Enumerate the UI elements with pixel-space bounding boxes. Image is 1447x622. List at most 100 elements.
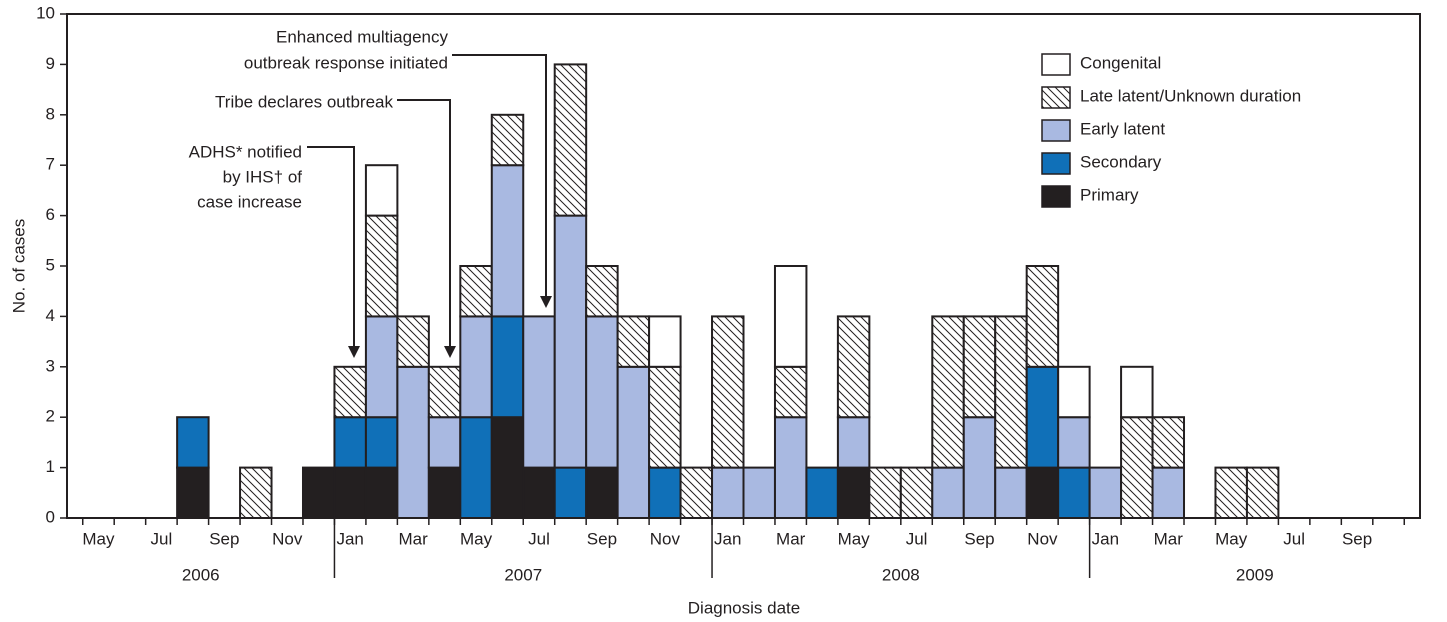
y-tick-label: 6 [46,205,55,224]
bar-segment [585,265,619,318]
legend-label: Secondary [1080,152,1162,171]
annotation: Tribe declares outbreak [215,92,393,111]
bar-segment [490,416,525,520]
bar-segment [176,466,210,520]
bar-segment [836,466,871,520]
x-tick-label: Jul [1283,529,1305,548]
bar-segment [679,466,714,520]
bar-segment [1057,365,1091,419]
annotation: Enhanced multiagency [276,27,449,46]
legend-label: Early latent [1080,119,1165,138]
bar-segment [648,365,682,469]
bar-segment [742,466,776,520]
bar-segment [773,265,808,368]
bar-segment [176,416,210,469]
x-tick-label: Jul [906,529,928,548]
bar-segment [585,315,619,469]
bar-segment [994,315,1028,469]
bar-segment [522,315,556,469]
annotation-arrows [307,54,547,348]
bar-segment [616,365,651,519]
x-tick-label: Jan [336,529,363,548]
year-label: 2006 [182,565,220,584]
bar-segment [333,365,367,419]
bar-segment [459,416,493,520]
bar-segment [711,315,745,469]
y-tick-label: 9 [46,54,55,73]
legend-label: Primary [1080,185,1139,204]
bar-segment [427,466,462,520]
y-tick-label: 1 [46,457,55,476]
arrow-heads [348,296,552,358]
bar-segment [490,315,525,419]
x-tick-label: Jul [528,529,550,548]
bar-segment [1151,466,1186,520]
x-tick-label: Nov [272,529,303,548]
arrow-head [444,346,456,358]
y-tick-label: 4 [46,306,55,325]
x-tick-label: Mar [1154,529,1184,548]
y-tick-label: 3 [46,356,55,375]
x-tick-label: Sep [587,529,617,548]
y-tick-label: 7 [46,155,55,174]
legend-swatch [1041,152,1071,175]
bar-segment [648,466,682,520]
bar-segment [962,416,997,520]
bar-segment [585,466,619,520]
bar-segment [1088,466,1123,520]
bar-segment [490,164,525,318]
bar-segment [1245,466,1280,520]
legend-label: Congenital [1080,53,1161,72]
annotation: outbreak response initiated [244,53,448,72]
x-tick-label: Sep [964,529,994,548]
bar-segment [648,315,682,368]
bar-segment [773,416,808,520]
bar-segment [1151,416,1186,469]
y-tick-label: 2 [46,407,55,426]
x-tick-label: May [838,529,871,548]
x-tick-label: May [82,529,115,548]
bar-segment [773,365,808,419]
arrow-head [348,346,360,358]
legend-swatch [1041,53,1071,76]
bar-segment [364,315,399,419]
x-tick-label: Jan [1092,529,1119,548]
arrow [307,146,355,348]
bar-segment [836,416,871,469]
legend-label: Late latent/Unknown duration [1080,86,1301,105]
bar-segment [553,466,588,520]
bar-segment [899,466,934,520]
legend-swatch [1041,185,1071,208]
bar-segment [994,466,1028,520]
bar-segment [427,365,462,419]
bar-segment [333,416,367,469]
arrow [452,54,547,298]
bar-segment [931,315,965,469]
x-tick-label: Sep [209,529,239,548]
bar-segment [1057,416,1091,469]
bar-segment [805,466,839,520]
annotation: by IHS† of [223,167,303,186]
y-tick-label: 10 [36,3,55,22]
bar-segment [868,466,902,520]
x-tick-label: Nov [650,529,681,548]
bar-segment [711,466,745,520]
bar-segment [1025,365,1060,469]
bar-segment [459,315,493,419]
year-label: 2007 [504,565,542,584]
bar-segment [962,315,997,419]
legend-swatch [1041,86,1071,109]
bar-segment [553,63,588,217]
bar-segment [931,466,965,520]
bar-segment [522,466,556,520]
y-axis-label: No. of cases [9,219,28,314]
bar-segment [1120,416,1154,520]
y-tick-label: 0 [46,507,55,526]
x-tick-label: Mar [776,529,806,548]
bar-segment [616,315,651,368]
x-tick-label: Sep [1342,529,1372,548]
x-tick-label: Jan [714,529,741,548]
bar-segment [364,164,399,217]
bar-segment [364,466,399,520]
